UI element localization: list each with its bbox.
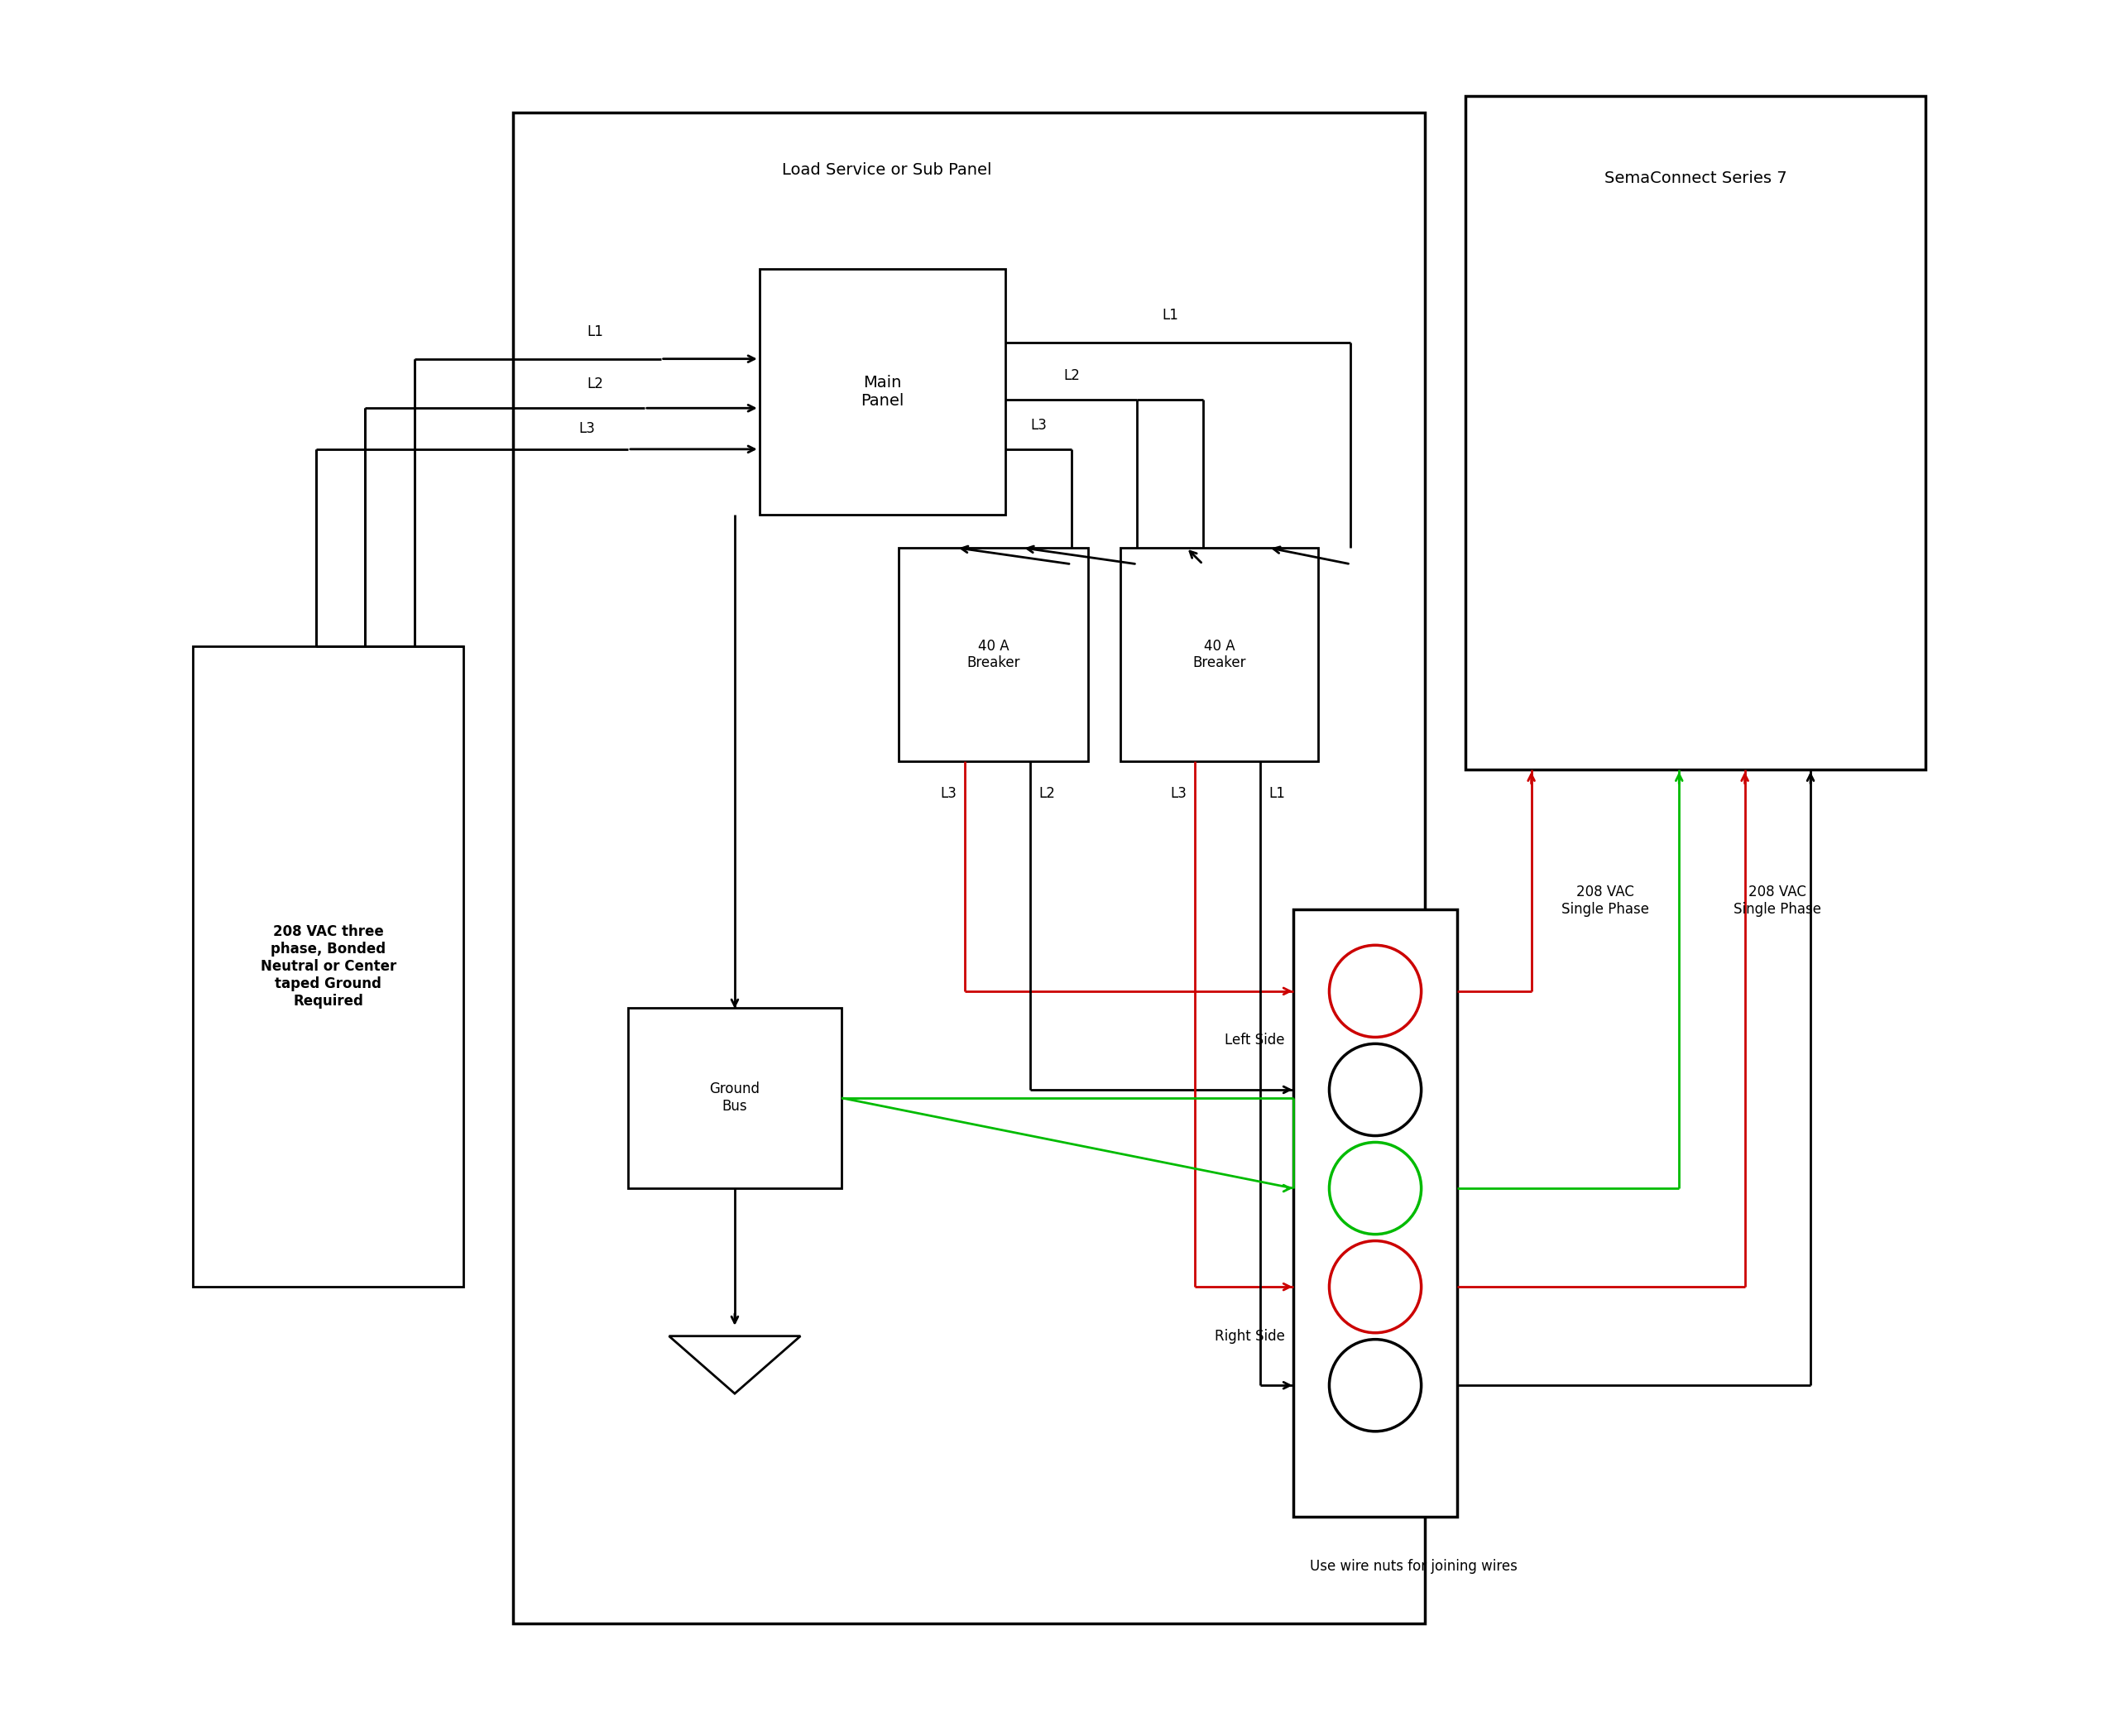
Bar bbox=[1466, 95, 1926, 769]
Text: L3: L3 bbox=[1169, 786, 1186, 800]
Text: 40 A
Breaker: 40 A Breaker bbox=[966, 639, 1019, 670]
Text: L3: L3 bbox=[1030, 418, 1047, 432]
Text: Right Side: Right Side bbox=[1215, 1328, 1285, 1344]
Text: SemaConnect Series 7: SemaConnect Series 7 bbox=[1604, 170, 1787, 186]
Text: Main
Panel: Main Panel bbox=[861, 375, 905, 408]
Text: L2: L2 bbox=[1038, 786, 1055, 800]
Text: Load Service or Sub Panel: Load Service or Sub Panel bbox=[783, 161, 992, 177]
Text: L3: L3 bbox=[578, 422, 595, 436]
Text: Left Side: Left Side bbox=[1226, 1033, 1285, 1049]
Text: L2: L2 bbox=[1063, 368, 1080, 384]
Text: L1: L1 bbox=[587, 325, 603, 339]
Text: 208 VAC three
phase, Bonded
Neutral or Center
taped Ground
Required: 208 VAC three phase, Bonded Neutral or C… bbox=[260, 925, 397, 1009]
Text: Ground
Bus: Ground Bus bbox=[709, 1082, 760, 1115]
Bar bbox=[192, 646, 464, 1286]
Bar bbox=[760, 269, 1006, 516]
Text: L2: L2 bbox=[587, 377, 603, 392]
Text: L3: L3 bbox=[941, 786, 956, 800]
Bar bbox=[1293, 910, 1458, 1517]
Bar bbox=[899, 549, 1089, 762]
Text: 40 A
Breaker: 40 A Breaker bbox=[1192, 639, 1245, 670]
Text: 208 VAC
Single Phase: 208 VAC Single Phase bbox=[1734, 884, 1821, 917]
Bar bbox=[629, 1007, 842, 1187]
Text: L1: L1 bbox=[1163, 307, 1177, 323]
Text: Use wire nuts for joining wires: Use wire nuts for joining wires bbox=[1310, 1559, 1517, 1573]
Bar bbox=[1120, 549, 1319, 762]
Text: 208 VAC
Single Phase: 208 VAC Single Phase bbox=[1561, 884, 1650, 917]
Bar bbox=[513, 113, 1424, 1623]
Text: L1: L1 bbox=[1268, 786, 1285, 800]
